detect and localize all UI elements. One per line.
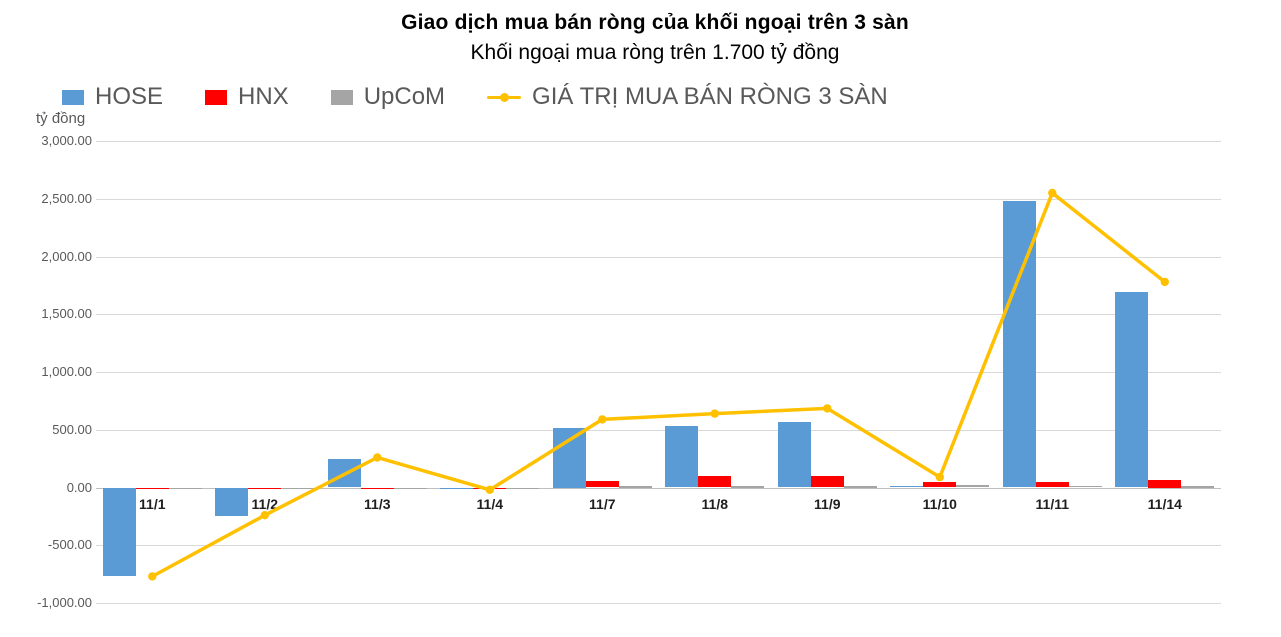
legend-label-hose: HOSE [95,83,164,110]
y-tick-label: 1,000.00 [41,364,92,379]
line-point-marker [710,409,719,418]
y-tick-label: 500.00 [52,421,92,437]
x-axis-line [96,487,1221,489]
line-point-marker [1160,277,1170,287]
legend-item-hose: HOSE [62,83,163,111]
x-tick-label: 11/4 [476,495,504,512]
legend: HOSE HNX UpCoM GIÁ TRỊ MUA BÁN RÒNG 3 SÀ… [62,83,888,111]
bar-hnx [585,480,619,488]
bar-hose [102,487,136,577]
net-value-line [150,190,1167,579]
hnx-swatch-icon [205,89,228,105]
legend-item-upcom: UpCoM [330,83,446,111]
y-tick-label: -500.00 [47,537,92,553]
bar-upcom [1181,486,1215,488]
y-tick-label: 3,000.00 [41,133,92,148]
bar-hose [440,487,474,490]
bar-hnx [360,487,394,489]
gridline [96,372,1221,373]
chart-title: Giao dịch mua bán ròng của khối ngoại tr… [401,11,909,34]
line-marker-dot [500,92,510,102]
line-point-marker [823,404,832,413]
y-tick-label: 2,500.00 [41,190,92,206]
y-tick-label: 2,000.00 [41,248,92,264]
bar-hnx [810,475,844,488]
chart-subtitle: Khối ngoại mua ròng trên 1.700 tỷ đồng [470,41,840,64]
bar-hnx [1148,480,1182,488]
line-point-marker [1048,188,1057,198]
x-tick-label: 11/10 [922,495,957,512]
x-tick-label: 11/3 [364,495,391,512]
bar-upcom [618,486,652,488]
bar-hose [215,487,249,517]
bar-upcom [731,486,765,488]
line-point-marker [373,453,382,462]
gridline [96,256,1221,258]
plot-area: 11/1 11/2 11/3 11/4 11/7 11/8 11/9 11/10 11/11 11… [96,141,1221,604]
x-tick-label: 11/11 [1035,495,1070,512]
bar-hose [890,485,924,488]
gridline [96,198,1221,200]
y-tick-label: -1,000.00 [37,595,92,610]
gridline [96,603,1221,604]
hose-swatch-icon [62,89,84,105]
line-point-marker [935,472,944,482]
y-tick-label: 1,500.00 [41,306,92,322]
bar-hnx [135,487,169,489]
bar-hnx [248,487,282,489]
gridline [96,314,1221,316]
x-tick-label: 11/8 [701,495,729,512]
bar-upcom [843,486,877,488]
bar-hose [1115,291,1149,488]
upcom-swatch-icon [330,89,353,105]
x-tick-label: 11/9 [814,495,841,512]
y-tick-label: 0.00 [66,479,92,495]
bar-hnx [698,475,732,488]
line-point-marker [148,572,157,581]
legend-label-net-line: GIÁ TRỊ MUA BÁN RÒNG 3 SÀN [532,83,888,110]
bar-upcom [281,487,315,489]
legend-item-hnx: HNX [205,83,289,111]
bar-upcom [393,487,427,489]
legend-item-net-line: GIÁ TRỊ MUA BÁN RÒNG 3 SÀN [487,83,888,111]
net-value-line-layer [148,188,1170,581]
y-axis-labels: 3,000.00 2,500.00 2,000.00 1,500.00 1,000.00… [0,133,92,610]
x-tick-label: 11/2 [251,495,279,512]
bar-upcom [168,487,202,489]
line-point-marker [260,511,269,520]
bar-hose [552,428,586,488]
gridline [96,429,1221,431]
x-tick-label: 11/1 [139,495,166,512]
bar-hose [777,421,811,488]
line-series-marker-icon [487,90,522,105]
legend-label-hnx: HNX [238,83,289,110]
bar-hnx [1035,481,1069,488]
gridline [96,141,1221,142]
x-tick-label: 11/14 [1147,495,1182,512]
bar-upcom [1068,485,1102,488]
y-axis-unit-label: tỷ đồng [36,110,86,127]
bar-hnx [923,482,957,488]
line-point-marker [598,415,607,424]
legend-label-upcom: UpCoM [363,83,446,110]
line-point-marker [485,485,494,494]
x-tick-label: 11/7 [589,495,616,512]
bar-hose [665,426,699,488]
bar-upcom [506,487,540,489]
bar-upcom [956,484,990,488]
gridline [96,545,1221,547]
